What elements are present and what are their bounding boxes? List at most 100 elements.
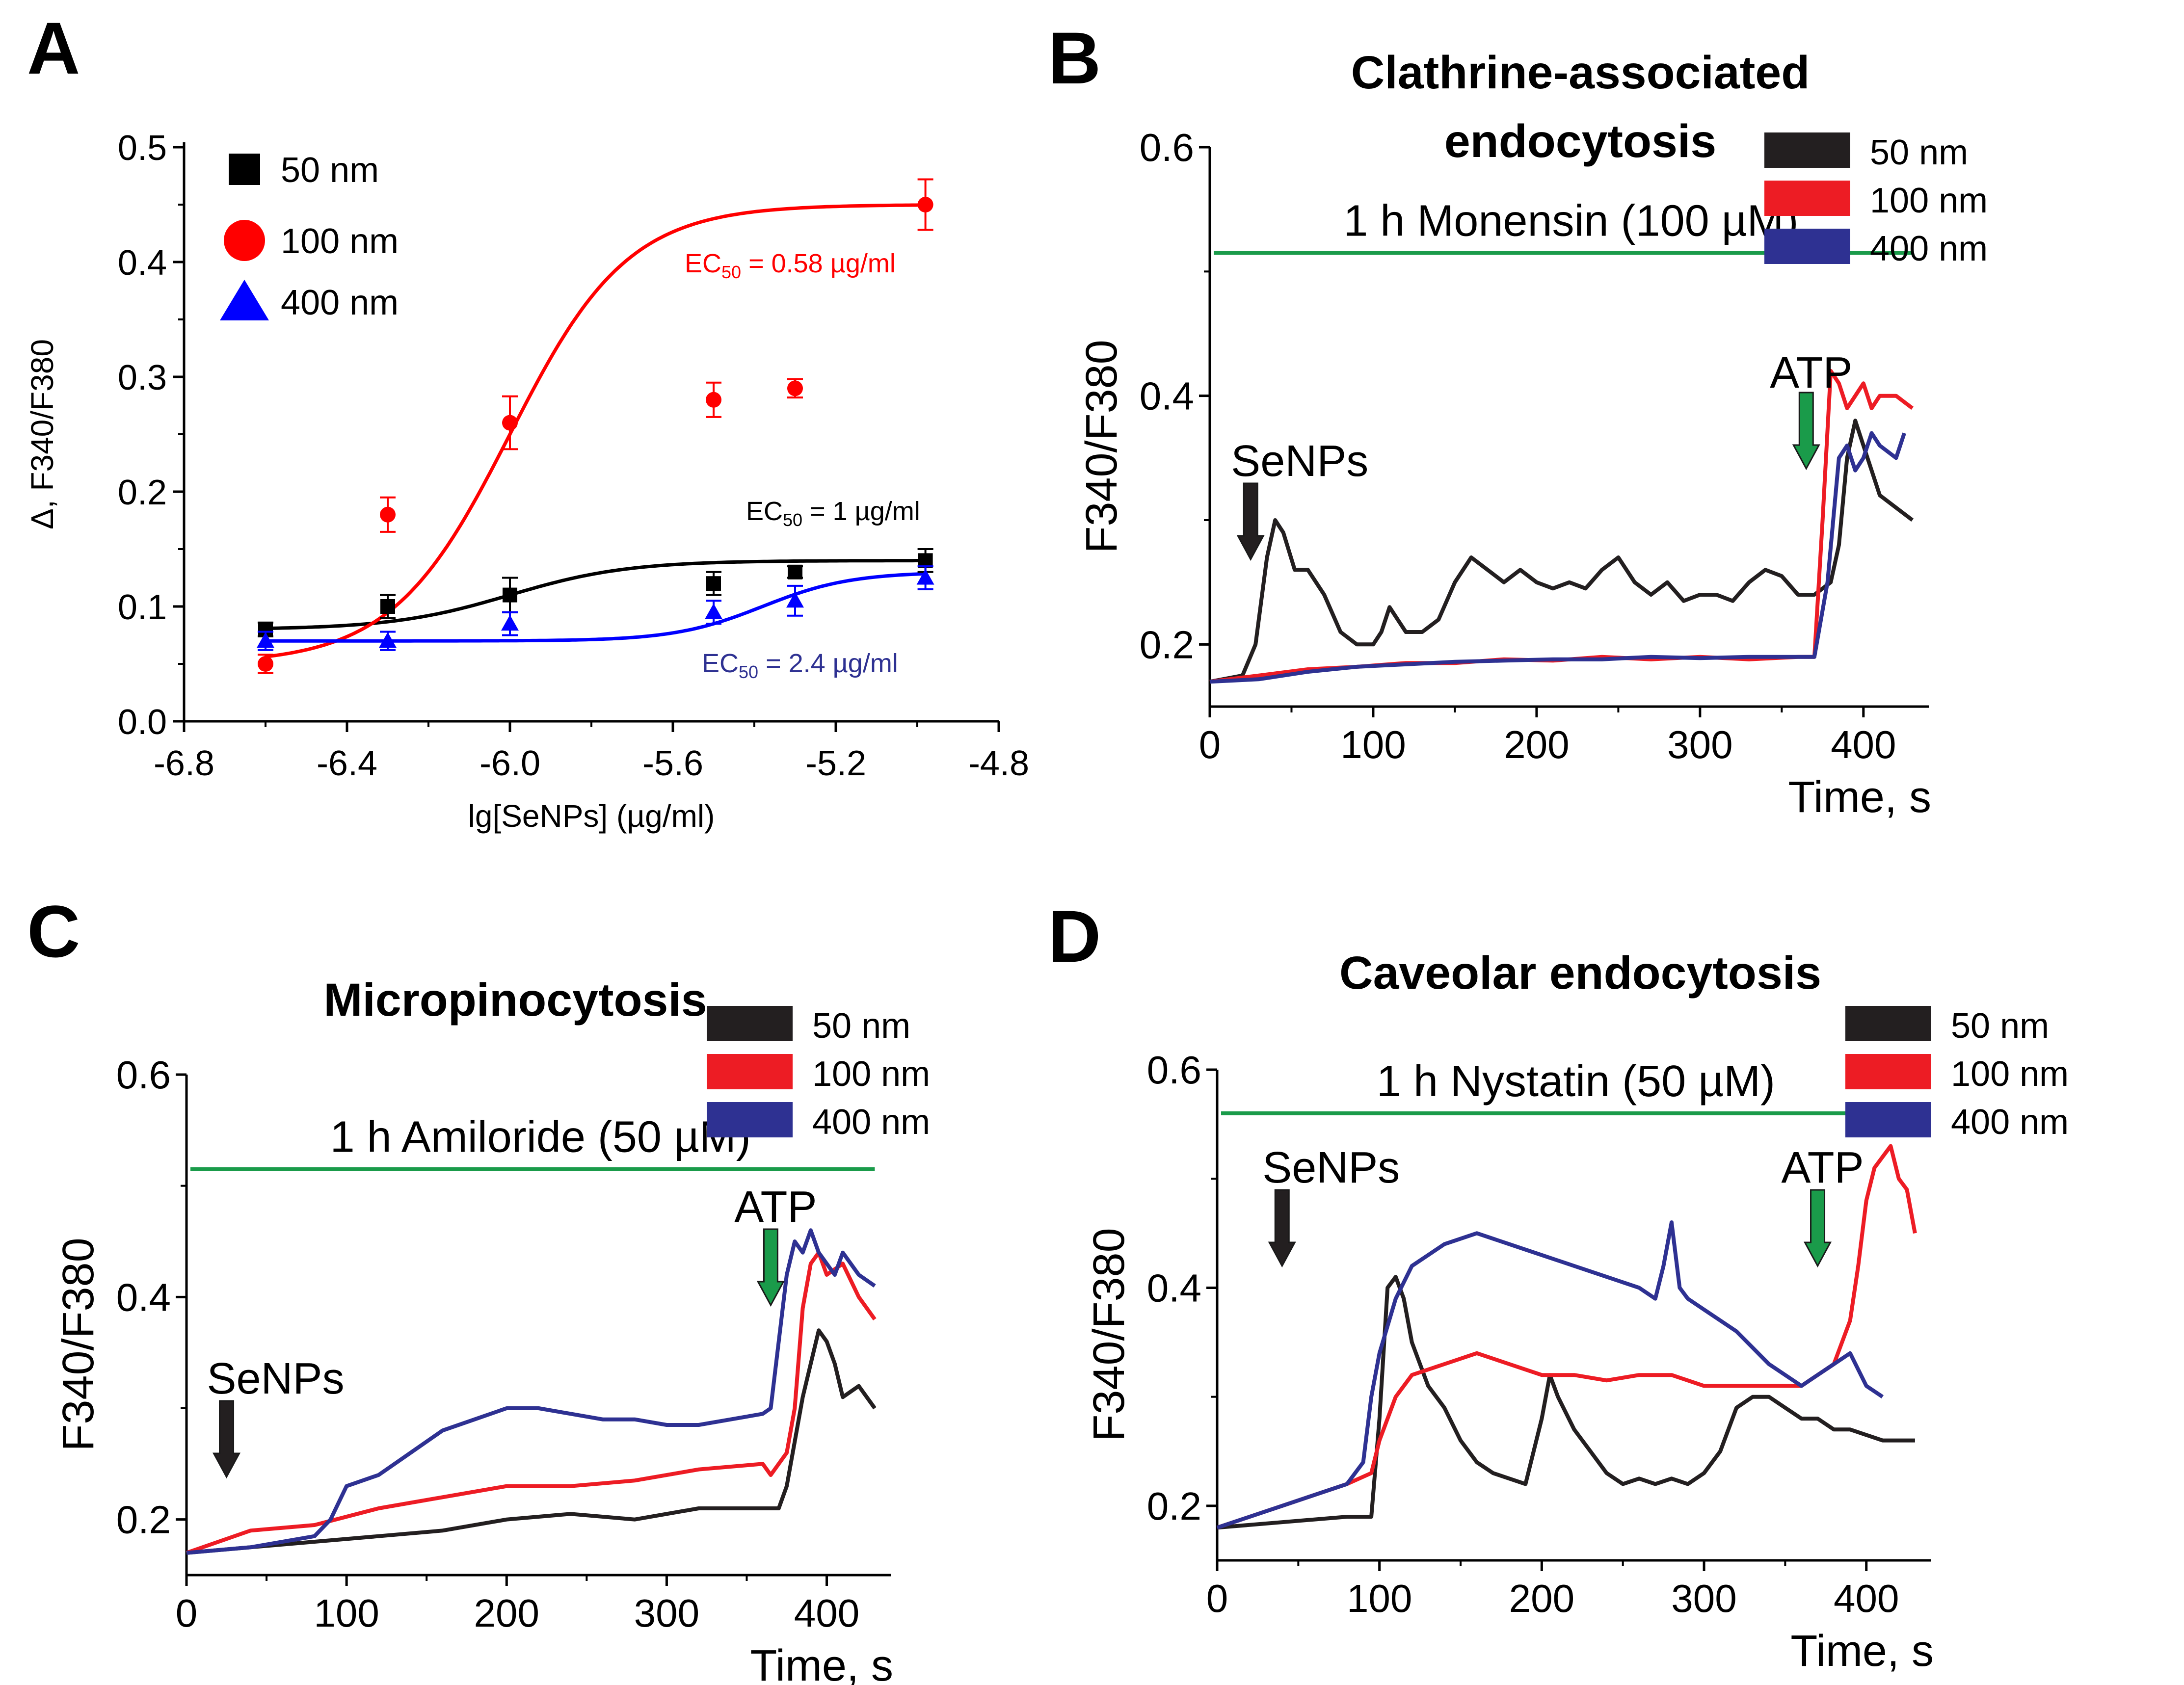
- senps-label: SeNPs: [1262, 1143, 1400, 1192]
- panel-c: C Micropinocytosis 0.2 0.4 0.6 0 100 200 300 400 T…: [27, 890, 930, 1685]
- x-tick-label: 300: [1671, 1577, 1736, 1620]
- series-line-400nm: [1216, 1220, 1884, 1530]
- x-tick-label: 0: [1199, 723, 1221, 766]
- panel-title: Clathrine-associated: [1351, 47, 1810, 99]
- ec50-sub: 50: [783, 510, 802, 530]
- data-point: [787, 380, 803, 396]
- y-axis-label: F340/F380: [1077, 340, 1126, 553]
- panel-d: D Caveolar endocytosis 0.2 0.4 0.6 0 100 200 300…: [1048, 895, 2069, 1676]
- x-axis-label: lg[SeNPs] (µg/ml): [468, 798, 715, 834]
- x-axis-label: Time, s: [1788, 773, 1931, 822]
- legend-label: 50 nm: [1951, 1006, 2049, 1046]
- series-line-400nm: [186, 1228, 876, 1555]
- y-tick-label: 0.2: [1140, 623, 1194, 666]
- legend-swatch: [707, 1006, 793, 1041]
- panel-label-c: C: [27, 890, 80, 973]
- panel-b: B Clathrine-associated endocytosis 0.2 0.4 0.…: [1048, 17, 1988, 822]
- legend-label: 400 nm: [281, 283, 399, 322]
- x-tick-label: 200: [1509, 1577, 1574, 1620]
- legend-label: 100 nm: [281, 222, 399, 261]
- legend-label: 400 nm: [1870, 229, 1988, 268]
- data-point: [788, 564, 802, 579]
- fit-curve-400nm: [266, 572, 926, 643]
- senps-label: SeNPs: [207, 1354, 344, 1403]
- panel-title: Micropinocytosis: [323, 974, 707, 1026]
- x-tick-label: -6.0: [479, 744, 540, 783]
- legend-label: 50 nm: [1870, 133, 1968, 172]
- x-tick-label: 300: [1667, 723, 1732, 766]
- treatment-label: 1 h Amiloride (50 µM): [330, 1113, 751, 1162]
- panel-title: Caveolar endocytosis: [1339, 947, 1821, 999]
- legend-label: 400 nm: [812, 1103, 930, 1142]
- series-line-100nm: [186, 1250, 877, 1555]
- legend-swatch: [1764, 181, 1850, 216]
- fit-curve-100nm: [265, 203, 926, 658]
- data-point: [501, 615, 519, 631]
- fit-curve-50nm: [265, 559, 926, 631]
- ec50-label: EC50 = 0.58 µg/ml: [685, 249, 896, 282]
- legend-label: 400 nm: [1951, 1103, 2069, 1142]
- y-tick-label: 0.1: [118, 588, 167, 627]
- senps-arrow-icon: [1268, 1189, 1296, 1268]
- panel-title: endocytosis: [1444, 115, 1716, 167]
- x-tick-label: -6.8: [154, 744, 214, 783]
- ec50-post: = 2.4 µg/ml: [758, 649, 898, 678]
- x-tick-label: -5.6: [642, 744, 703, 783]
- x-tick-label: 400: [1834, 1577, 1899, 1620]
- y-tick-label: 0.6: [116, 1053, 171, 1097]
- data-point: [503, 587, 517, 603]
- atp-label: ATP: [1781, 1143, 1864, 1192]
- ec50-sub: 50: [739, 662, 758, 682]
- data-point: [786, 592, 804, 608]
- x-tick-label: 400: [1831, 723, 1896, 766]
- panel-label-a: A: [27, 7, 80, 89]
- y-tick-label: 0.2: [118, 473, 167, 512]
- data-point: [379, 632, 397, 648]
- data-point: [380, 599, 395, 614]
- data-point: [257, 632, 274, 648]
- x-tick-label: 0: [1206, 1577, 1228, 1620]
- data-point: [380, 506, 396, 523]
- ec50-label: EC50 = 2.4 µg/ml: [702, 649, 898, 682]
- atp-arrow-icon: [1804, 1189, 1832, 1268]
- ec50-post: = 0.58 µg/ml: [741, 249, 896, 278]
- y-axis-label: F340/F380: [1085, 1228, 1134, 1441]
- x-tick-label: 200: [1504, 723, 1569, 766]
- panel-label-d: D: [1048, 895, 1101, 977]
- data-point: [705, 603, 722, 619]
- x-tick-label: 100: [1347, 1577, 1412, 1620]
- ec50-sub: 50: [721, 262, 741, 282]
- y-tick-label: 0.6: [1147, 1048, 1201, 1092]
- ec50-post: = 1 µg/ml: [802, 497, 920, 526]
- atp-arrow-icon: [1792, 392, 1820, 471]
- x-tick-label: 300: [634, 1591, 699, 1635]
- y-tick-label: 0.3: [118, 358, 167, 397]
- y-axis-label: Δ, F340/F380: [25, 339, 60, 529]
- atp-label: ATP: [734, 1183, 817, 1232]
- atp-arrow-icon: [756, 1228, 785, 1307]
- legend-label: 100 nm: [1870, 181, 1988, 220]
- data-point: [258, 656, 273, 672]
- panel-a: A 0.0 0.1 0.2 0.3 0.4 0.5 -6.8 -6.4 -6.0 -5.6 -5.2 -…: [25, 7, 1029, 834]
- treatment-label: 1 h Nystatin (50 µM): [1377, 1057, 1775, 1106]
- legend-label: 50 nm: [281, 151, 379, 190]
- y-tick-label: 0.0: [118, 703, 167, 742]
- y-tick-label: 0.2: [1147, 1484, 1201, 1528]
- y-tick-label: 0.4: [116, 1275, 171, 1319]
- data-point: [706, 392, 721, 408]
- y-tick-label: 0.4: [118, 243, 167, 283]
- y-tick-label: 0.2: [116, 1498, 171, 1542]
- legend-marker: [224, 220, 265, 261]
- legend-marker: [229, 154, 260, 185]
- series-line-50nm: [186, 1328, 877, 1555]
- legend-swatch: [1764, 229, 1850, 264]
- legend-swatch: [1845, 1102, 1931, 1137]
- legend-marker: [220, 280, 269, 320]
- legend-swatch: [1845, 1054, 1931, 1089]
- ec50-label: EC50 = 1 µg/ml: [746, 497, 920, 530]
- x-tick-label: 400: [794, 1591, 859, 1635]
- x-tick-label: -5.2: [805, 744, 866, 783]
- legend-label: 100 nm: [1951, 1054, 2069, 1094]
- atp-label: ATP: [1770, 348, 1852, 397]
